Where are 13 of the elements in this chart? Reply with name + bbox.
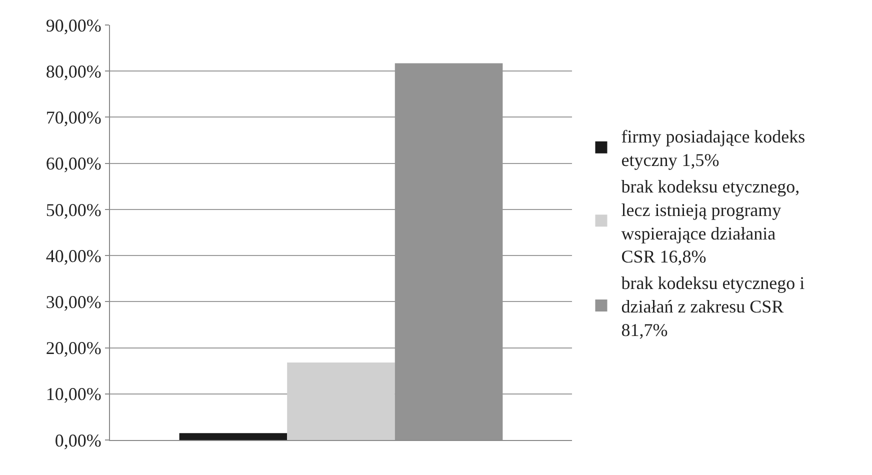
y-tick-label: 30,00% [46, 292, 102, 312]
y-tick-label: 0,00% [54, 430, 102, 450]
bar [287, 362, 395, 440]
legend-label: brak kodeksu etycznego i działań z zakresu CSR 81,7% [621, 273, 805, 340]
bar [179, 433, 288, 440]
y-tick-label: 10,00% [46, 384, 102, 404]
y-tick-label: 80,00% [46, 61, 102, 82]
y-tick-label: 20,00% [46, 338, 102, 358]
y-tick-label: 90,00% [46, 15, 102, 36]
y-tick-label: 70,00% [46, 108, 102, 128]
y-tick-label: 50,00% [46, 200, 102, 220]
y-tick-label: 60,00% [46, 154, 102, 174]
y-tick-label: 40,00% [46, 246, 102, 266]
